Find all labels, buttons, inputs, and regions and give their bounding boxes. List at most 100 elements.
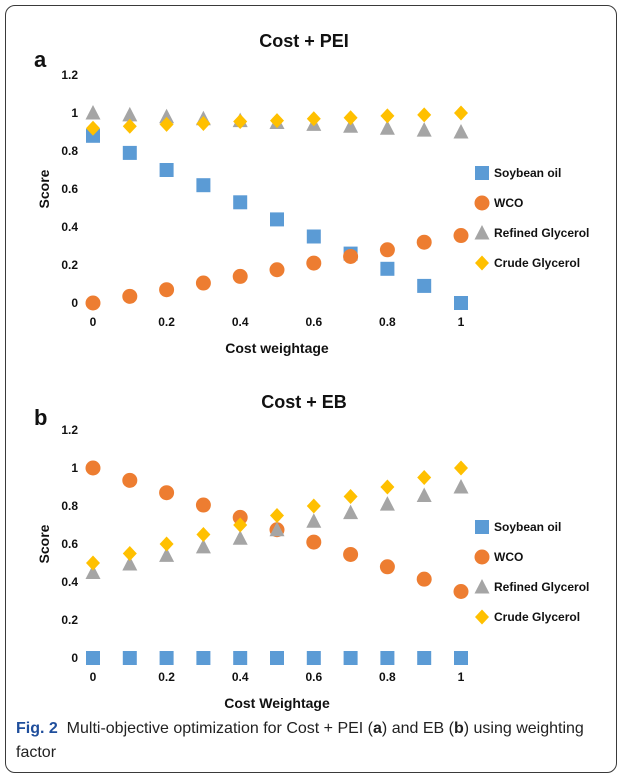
legend-label-crude-glycerol: Crude Glycerol — [494, 256, 580, 270]
x-tick-label: 0.2 — [158, 670, 175, 684]
data-point-wco — [159, 282, 175, 298]
data-point-refined-glycerol — [159, 547, 175, 562]
x-tick-label: 0.2 — [158, 315, 175, 329]
data-point-crude-glycerol — [196, 115, 211, 131]
legend-label-wco: WCO — [494, 550, 523, 564]
data-point-soybean-oil — [454, 296, 468, 310]
data-point-refined-glycerol — [343, 504, 359, 520]
legend: Soybean oil WCO Refined Glycerol Crude Glyc… — [474, 166, 589, 271]
x-tick-label: 0.8 — [379, 670, 396, 684]
data-point-crude-glycerol — [417, 470, 432, 485]
data-point-refined-glycerol — [122, 555, 138, 571]
data-point-wco — [453, 584, 469, 599]
series-soybean-oil — [86, 128, 468, 310]
data-point-refined-glycerol — [306, 513, 322, 528]
data-point-refined-glycerol — [232, 530, 248, 545]
y-tick-label: 0.6 — [61, 182, 78, 196]
data-point-refined-glycerol — [416, 487, 432, 503]
data-point-soybean-oil — [380, 261, 395, 276]
x-tick-label: 0 — [90, 315, 97, 329]
caption-text-3: ) using weighting factor — [16, 720, 584, 761]
data-point-soybean-oil — [343, 651, 358, 665]
data-point-soybean-oil — [86, 128, 100, 143]
data-point-soybean-oil — [380, 651, 395, 665]
data-point-soybean-oil — [306, 229, 321, 244]
data-point-wco — [379, 242, 395, 258]
caption-text-1: Multi-objective optimization for Cost + … — [66, 720, 374, 737]
panel-a: a Cost + PEI 0 0.2 0.4 0.6 0.8 1 1.2 0 0.2 0.4 0.6 0.… — [34, 31, 589, 356]
data-point-crude-glycerol — [233, 517, 248, 533]
data-point-wco — [122, 288, 138, 304]
series-wco — [85, 460, 469, 599]
legend-marker-crude-glycerol — [475, 255, 489, 271]
legend-label-soybean-oil: Soybean oil — [494, 166, 561, 180]
legend-marker-soybean-oil — [475, 520, 489, 534]
data-point-soybean-oil — [233, 195, 248, 210]
data-point-refined-glycerol — [85, 564, 101, 579]
data-point-soybean-oil — [306, 651, 321, 665]
data-point-crude-glycerol — [122, 118, 137, 134]
data-point-soybean-oil — [122, 145, 137, 160]
legend-label-crude-glycerol: Crude Glycerol — [494, 610, 580, 624]
data-point-wco — [269, 262, 285, 278]
legend-label-refined-glycerol: Refined Glycerol — [494, 226, 589, 240]
legend: Soybean oil WCO Refined Glycerol Crude Glyc… — [474, 520, 589, 625]
legend-label-refined-glycerol: Refined Glycerol — [494, 580, 589, 594]
chart-title: Cost + EB — [261, 392, 347, 412]
legend-marker-crude-glycerol — [475, 609, 489, 625]
data-point-refined-glycerol — [343, 118, 359, 133]
series-crude-glycerol — [86, 460, 468, 571]
y-axis-label: Score — [36, 524, 52, 563]
data-point-refined-glycerol — [416, 122, 432, 137]
x-tick-label: 0 — [90, 670, 97, 684]
data-point-wco — [122, 472, 138, 488]
data-point-wco — [453, 228, 469, 244]
data-point-crude-glycerol — [454, 460, 468, 476]
figure-caption: Fig. 2 Multi-objective optimization for … — [16, 717, 606, 765]
legend-label-wco: WCO — [494, 196, 523, 210]
x-tick-label: 1 — [458, 315, 465, 329]
series-soybean-oil — [86, 651, 468, 665]
data-point-soybean-oil — [86, 651, 100, 665]
legend-marker-wco — [474, 195, 490, 211]
data-point-crude-glycerol — [86, 120, 100, 136]
x-tick-label: 0.6 — [305, 670, 322, 684]
x-tick-label: 0.8 — [379, 315, 396, 329]
caption-text-2: ) and EB ( — [381, 720, 454, 737]
data-point-refined-glycerol — [195, 538, 211, 554]
data-point-refined-glycerol — [453, 124, 469, 139]
caption-bold-b: b — [453, 720, 464, 737]
data-point-refined-glycerol — [122, 106, 138, 122]
data-point-wco — [306, 534, 322, 550]
data-point-wco — [306, 255, 322, 271]
data-point-crude-glycerol — [343, 110, 358, 126]
y-tick-label: 1 — [71, 106, 78, 120]
data-point-wco — [85, 295, 101, 311]
data-point-soybean-oil — [454, 651, 468, 665]
caption-fig-label: Fig. 2 — [16, 720, 58, 737]
y-tick-label: 0.2 — [61, 613, 78, 627]
data-point-soybean-oil — [270, 212, 284, 227]
y-tick-label: 0.2 — [61, 258, 78, 272]
data-point-crude-glycerol — [159, 116, 174, 132]
legend-label-soybean-oil: Soybean oil — [494, 520, 561, 534]
data-point-crude-glycerol — [343, 489, 358, 504]
data-point-wco — [85, 460, 101, 476]
x-axis-label: Cost weightage — [225, 340, 329, 356]
figure-charts: a Cost + PEI 0 0.2 0.4 0.6 0.8 1 1.2 0 0.2 0.4 0.6 0.… — [34, 31, 589, 711]
data-point-wco — [159, 485, 175, 501]
data-point-crude-glycerol — [86, 555, 100, 571]
data-point-crude-glycerol — [122, 546, 137, 561]
data-point-wco — [379, 559, 395, 575]
caption-bold-a: a — [373, 720, 382, 737]
y-tick-label: 0.4 — [61, 220, 78, 234]
data-point-wco — [232, 509, 248, 525]
data-point-refined-glycerol — [159, 108, 175, 124]
data-point-crude-glycerol — [454, 105, 468, 121]
data-point-soybean-oil — [233, 651, 248, 665]
data-point-crude-glycerol — [380, 479, 395, 495]
y-tick-label: 0.4 — [61, 575, 78, 589]
x-tick-label: 0.6 — [305, 315, 322, 329]
data-point-soybean-oil — [417, 651, 432, 665]
data-point-soybean-oil — [270, 651, 284, 665]
